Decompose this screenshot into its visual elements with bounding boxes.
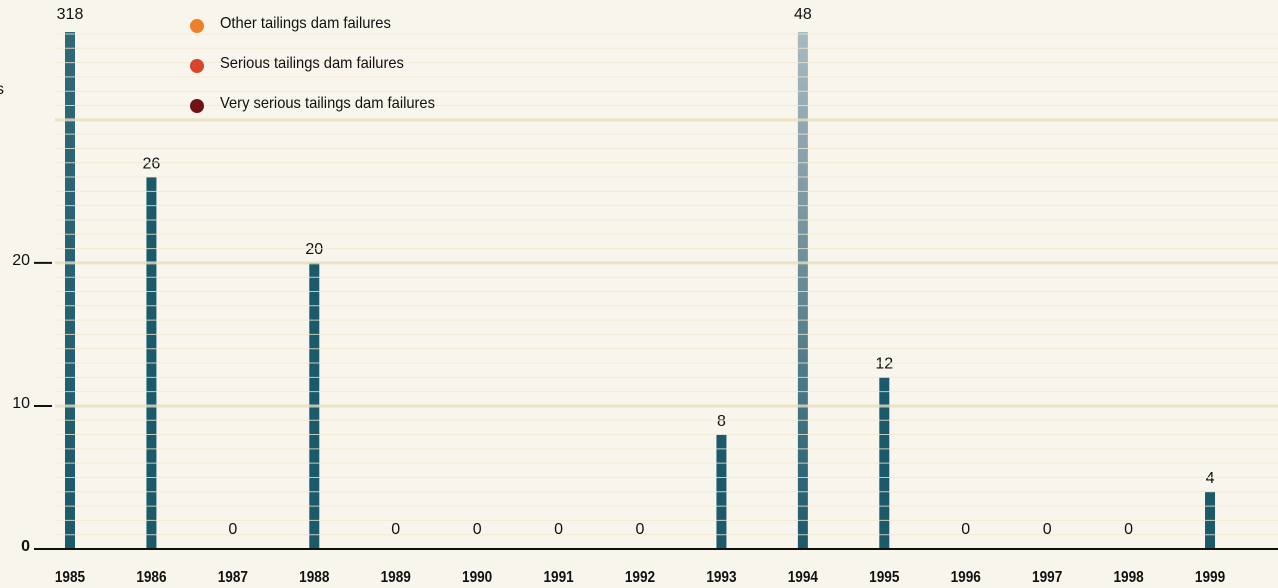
x-tick-label: 1997 bbox=[1032, 569, 1062, 586]
value-label: 0 bbox=[473, 521, 482, 538]
bar bbox=[65, 32, 75, 549]
legend-marker bbox=[190, 99, 204, 113]
x-tick-label: 1985 bbox=[55, 569, 85, 586]
value-label: 0 bbox=[554, 521, 563, 538]
x-tick-label: 1993 bbox=[706, 569, 736, 586]
y-tick-label: 20 bbox=[12, 252, 30, 269]
x-tick-label: 1992 bbox=[625, 569, 655, 586]
bar bbox=[797, 32, 808, 550]
value-label: 0 bbox=[961, 521, 970, 538]
x-tick-label: 1995 bbox=[869, 569, 899, 586]
y-axis-label: s bbox=[0, 81, 4, 98]
x-tick-label: 1987 bbox=[218, 569, 248, 586]
value-label: 4 bbox=[1206, 470, 1215, 487]
legend-label: Very serious tailings dam failures bbox=[220, 95, 435, 113]
x-tick-label: 1998 bbox=[1113, 569, 1143, 586]
x-tick-label: 1986 bbox=[136, 569, 166, 586]
value-label: 8 bbox=[717, 413, 726, 430]
value-label: 0 bbox=[1043, 521, 1052, 538]
x-tick-label: 1996 bbox=[951, 569, 981, 586]
x-tick-label: 1994 bbox=[788, 569, 819, 586]
legend-marker bbox=[190, 59, 204, 73]
value-label: 26 bbox=[143, 155, 161, 172]
x-tick-label: 1988 bbox=[299, 569, 329, 586]
x-tick-label: 1989 bbox=[381, 569, 411, 586]
x-tick-label: 1991 bbox=[543, 569, 573, 586]
x-tick-label: 1999 bbox=[1195, 569, 1225, 586]
value-label: 48 bbox=[794, 6, 812, 23]
value-label: 12 bbox=[875, 356, 893, 373]
y-tick-label: 0 bbox=[21, 538, 30, 555]
legend-label: Serious tailings dam failures bbox=[220, 55, 404, 73]
x-tick-label: 1990 bbox=[462, 569, 492, 586]
value-label: 0 bbox=[636, 521, 645, 538]
legend-marker bbox=[190, 19, 204, 33]
value-label: 0 bbox=[228, 521, 237, 538]
value-label: 0 bbox=[1124, 521, 1133, 538]
value-label: 0 bbox=[391, 521, 400, 538]
value-label: 318 bbox=[57, 6, 84, 23]
legend-label: Other tailings dam failures bbox=[220, 15, 391, 33]
y-tick-label: 10 bbox=[12, 395, 30, 412]
value-label: 20 bbox=[305, 241, 323, 258]
